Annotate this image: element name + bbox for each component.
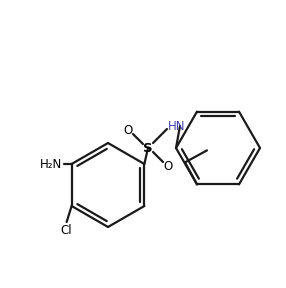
Text: H₂N: H₂N	[39, 158, 61, 170]
Text: O: O	[123, 124, 133, 137]
Text: O: O	[163, 160, 173, 173]
Text: S: S	[143, 141, 153, 154]
Text: Cl: Cl	[61, 224, 72, 237]
Text: HN: HN	[168, 120, 186, 132]
